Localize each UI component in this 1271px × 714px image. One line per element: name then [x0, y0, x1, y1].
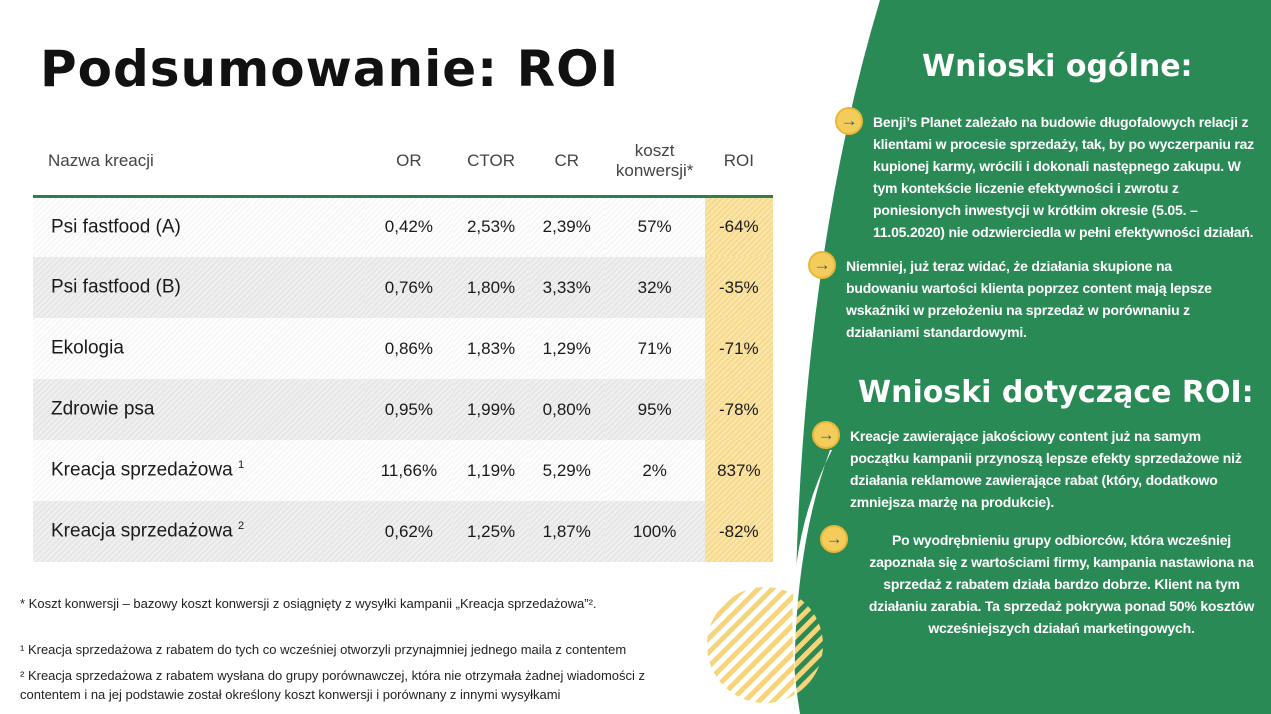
col-or: OR: [364, 128, 454, 198]
cell-koszt: 32%: [604, 257, 705, 318]
cell-roi: 837%: [704, 440, 773, 501]
cell-cr: 2,39%: [528, 196, 605, 257]
cell-roi: -82%: [704, 501, 773, 562]
conclusions-panel: Wnioski ogólne: → Benji’s Planet zależało…: [800, 45, 1265, 639]
footnote-1: ¹ Kreacja sprzedażowa z rabatem do tych …: [20, 642, 627, 657]
col-name: Nazwa kreacji: [33, 128, 365, 198]
cell-roi: -35%: [704, 257, 773, 318]
page-title: Podsumowanie: ROI: [40, 40, 620, 98]
cell-or: 11,66%: [364, 440, 454, 501]
footnote-2: ² Kreacja sprzedażowa z rabatem wysłana …: [20, 668, 646, 702]
name-text: Ekologia: [51, 337, 124, 359]
bullet-1: → Benji’s Planet zależało na budowie dług…: [835, 107, 1260, 243]
table-row: Psi fastfood (B) 0,76% 1,80% 3,33% 32% -35%: [33, 257, 773, 318]
col-koszt: koszt konwersji*: [604, 128, 705, 198]
cell-ctor: 2,53%: [453, 196, 529, 257]
cell-koszt: 57%: [604, 196, 705, 257]
col-roi: ROI: [704, 128, 773, 198]
cell-roi: -64%: [704, 196, 773, 257]
table-row: Zdrowie psa 0,95% 1,99% 0,80% 95% -78%: [33, 379, 773, 440]
footnotes: * Koszt konwersji – bazowy koszt konwers…: [20, 594, 670, 704]
bullet-3: → Kreacje zawierające jakościowy content …: [812, 421, 1262, 513]
green-panel: [794, 0, 1271, 714]
arrow-icon: →: [808, 251, 836, 279]
cell-or: 0,76%: [364, 257, 454, 318]
cell-koszt: 2%: [604, 440, 705, 501]
cell-name: Zdrowie psa: [33, 379, 365, 440]
cell-ctor: 1,19%: [453, 440, 529, 501]
cell-name: Ekologia: [33, 318, 365, 379]
cell-cr: 1,87%: [528, 501, 605, 562]
cell-name: Psi fastfood (B): [33, 257, 365, 318]
bullet-2: → Niemniej, już teraz widać, że działania…: [808, 251, 1238, 343]
arrow-icon: →: [812, 421, 840, 449]
cell-roi: -78%: [704, 379, 773, 440]
heading-roi: Wnioski dotyczące ROI:: [858, 375, 1254, 410]
cell-or: 0,95%: [364, 379, 454, 440]
name-text: Psi fastfood (A): [51, 216, 181, 238]
footnote-star: * Koszt konwersji – bazowy koszt konwers…: [20, 596, 597, 611]
table-row: Kreacja sprzedażowa 2 0,62% 1,25% 1,87% 100%…: [33, 501, 773, 562]
name-text: Kreacja sprzedażowa: [51, 459, 238, 481]
table-row: Psi fastfood (A) 0,42% 2,53% 2,39% 57% -64%: [33, 196, 773, 257]
bullet-text: Kreacje zawierające jakościowy content j…: [850, 428, 1242, 510]
cell-ctor: 1,99%: [453, 379, 529, 440]
cell-name: Kreacja sprzedażowa 1: [33, 440, 365, 501]
bullet-text: Benji’s Planet zależało na budowie długo…: [873, 114, 1255, 240]
cell-name: Psi fastfood (A): [33, 196, 365, 257]
cell-or: 0,86%: [364, 318, 454, 379]
cell-koszt: 100%: [604, 501, 705, 562]
table-row: Kreacja sprzedażowa 1 11,66% 1,19% 5,29% 2% 8…: [33, 440, 773, 501]
roi-table: Nazwa kreacji OR CTOR CR koszt konwersji…: [33, 128, 773, 562]
cell-cr: 5,29%: [528, 440, 605, 501]
cell-ctor: 1,25%: [453, 501, 529, 562]
name-sup: 2: [237, 520, 245, 533]
arrow-icon: →: [835, 107, 863, 135]
bullet-text: Po wyodrębnieniu grupy odbiorców, która …: [868, 532, 1255, 636]
bullet-4: → Po wyodrębnieniu grupy odbiorców, która…: [820, 525, 1265, 639]
col-ctor: CTOR: [453, 128, 529, 198]
cell-or: 0,62%: [364, 501, 454, 562]
name-text: Psi fastfood (B): [51, 276, 181, 298]
name-sup: 1: [237, 459, 245, 472]
cell-cr: 1,29%: [528, 318, 605, 379]
cell-or: 0,42%: [364, 196, 454, 257]
cell-koszt: 71%: [604, 318, 705, 379]
col-cr: CR: [528, 128, 605, 198]
cell-name: Kreacja sprzedażowa 2: [33, 501, 365, 562]
cell-cr: 0,80%: [528, 379, 605, 440]
bullet-text: Niemniej, już teraz widać, że działania …: [846, 258, 1212, 340]
name-text: Kreacja sprzedażowa: [51, 520, 238, 542]
cell-cr: 3,33%: [528, 257, 605, 318]
heading-general: Wnioski ogólne:: [922, 49, 1193, 84]
table-row: Ekologia 0,86% 1,83% 1,29% 71% -71%: [33, 318, 773, 379]
cell-roi: -71%: [704, 318, 773, 379]
cell-ctor: 1,83%: [453, 318, 529, 379]
name-text: Zdrowie psa: [51, 398, 155, 420]
cell-ctor: 1,80%: [453, 257, 529, 318]
cell-koszt: 95%: [604, 379, 705, 440]
arrow-icon: →: [820, 525, 848, 553]
